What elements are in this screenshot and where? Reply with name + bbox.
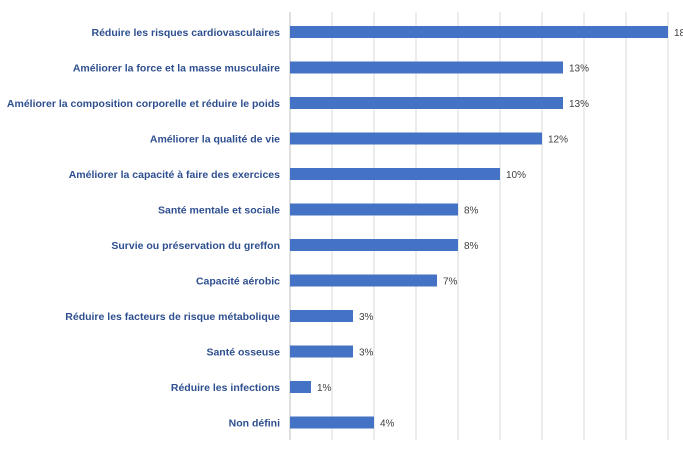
category-label: Santé mentale et sociale [158,205,280,217]
category-label-layer: Réduire les risques cardiovasculaires Amé… [7,27,280,430]
bar [290,239,458,251]
category-label: Améliorer la force et la masse musculair… [73,63,280,75]
value-label: 13% [569,64,589,75]
bar [290,132,542,145]
value-label: 3% [359,348,374,359]
category-label: Capacité aérobic [196,276,280,288]
category-label: Réduire les facteurs de risque métaboliq… [65,311,280,323]
value-label: 13% [569,99,589,110]
bar [290,97,563,109]
category-label: Santé osseuse [206,347,280,359]
bar [290,345,353,358]
category-label: Survie ou préservation du greffon [111,240,280,252]
category-label: Améliorer la capacité à faire des exerci… [69,169,280,181]
bar-layer [290,26,668,429]
category-label: Non défini [229,418,280,430]
value-label: 8% [464,241,479,252]
bar [290,203,458,216]
value-label: 3% [359,312,374,323]
value-label: 4% [380,419,395,430]
grid-layer [289,12,669,440]
bar [290,61,563,74]
category-label: Réduire les infections [171,382,280,394]
bar [290,416,374,429]
value-label: 1% [317,383,332,394]
category-label: Améliorer la composition corporelle et r… [7,98,280,110]
bar [290,168,500,180]
value-label: 18% [674,28,683,39]
bar [290,274,437,287]
category-label: Améliorer la qualité de vie [150,134,280,146]
bar [290,381,311,393]
bar [290,310,353,322]
value-label: 12% [548,135,568,146]
value-label-layer: 18% 13% 13% 12% 10% 8% 8% 7% 3% 3% 1% 4% [317,28,683,430]
value-label: 7% [443,277,458,288]
category-label: Réduire les risques cardiovasculaires [91,27,280,39]
value-label: 8% [464,206,479,217]
value-label: 10% [506,170,526,181]
bar [290,26,668,38]
